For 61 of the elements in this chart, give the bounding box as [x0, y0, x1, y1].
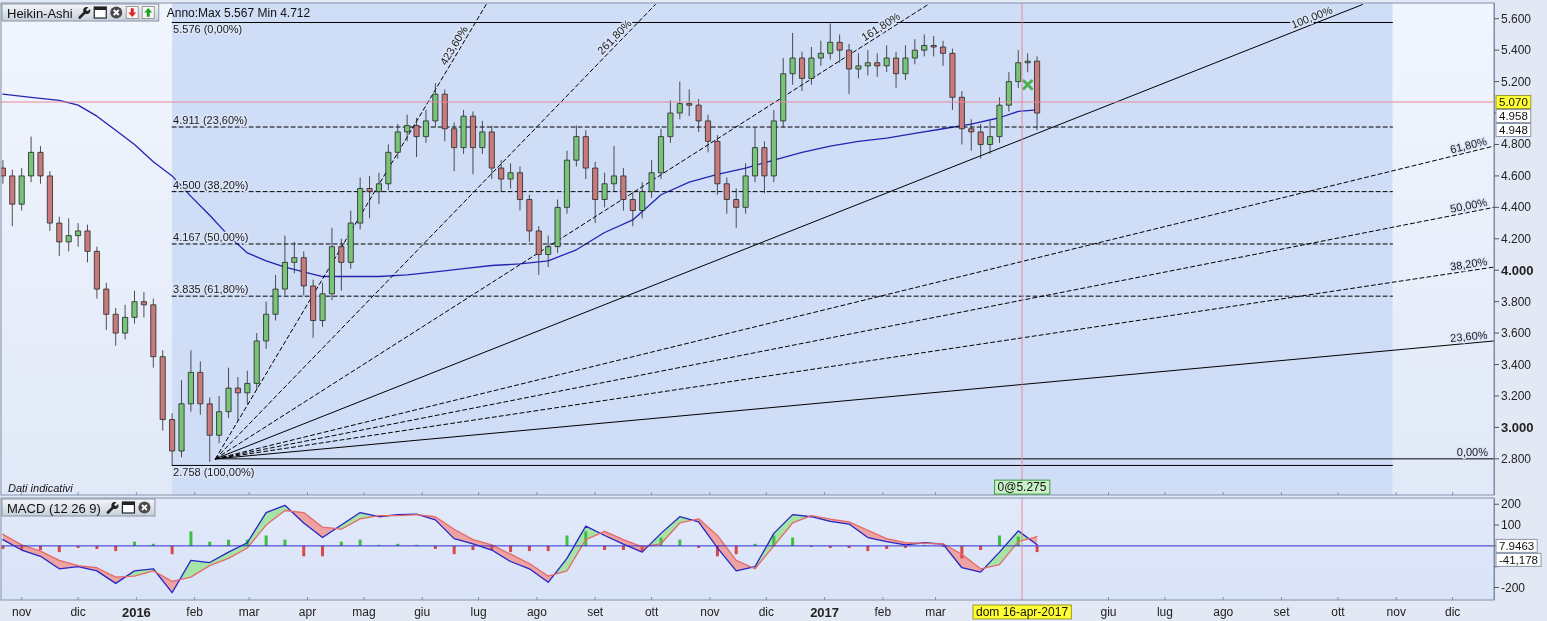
- x-tick-label: 2017: [810, 604, 840, 620]
- series-label: 4.911 (23,60%): [173, 114, 248, 127]
- x-tick-label: dic: [70, 605, 86, 619]
- x-tick-label: giu: [414, 605, 431, 619]
- series-label: 0,00%: [1456, 445, 1489, 458]
- text: 38,20%: [1449, 255, 1489, 273]
- x-tick-label: lug: [1156, 605, 1173, 619]
- x-tick-label: lug: [470, 605, 487, 619]
- x-tick-label: ago: [1213, 605, 1234, 619]
- x-tick-label: mar: [925, 605, 946, 619]
- ref-line-label: dom 16-apr-2017: [976, 605, 1069, 619]
- text: 23,60%: [1449, 328, 1489, 344]
- y-tick-label: 3.000: [1501, 419, 1534, 435]
- text: 4.948: [1499, 124, 1528, 137]
- x-tick-label: set: [1273, 605, 1291, 619]
- y-tick-label: 3.200: [1501, 388, 1532, 403]
- y-tick-label: 5.600: [1501, 11, 1532, 26]
- y-tick-label: -200: [1501, 580, 1526, 595]
- series-label: 3.835 (61,80%): [173, 283, 249, 296]
- text: 50,00%: [1448, 195, 1489, 215]
- annotation: Dati indicativi: [8, 482, 74, 494]
- x-tick-label: ott: [644, 605, 659, 619]
- y-tick-label: 3.400: [1501, 357, 1532, 372]
- chart-title: Heikin-Ashi: [7, 5, 73, 21]
- x-tick-label: set: [587, 605, 604, 619]
- y-tick-label: 4.400: [1501, 200, 1532, 215]
- y-tick-label: 4.200: [1501, 231, 1532, 246]
- y-tick-label: 5.200: [1501, 74, 1532, 89]
- x-tick-label: mar: [238, 605, 260, 619]
- x-tick-label: feb: [186, 605, 204, 619]
- x-tick-label: nov: [1386, 605, 1406, 619]
- series-label: 5.576 (0,00%): [173, 23, 243, 36]
- text: -41,178: [1499, 553, 1539, 566]
- text: 7.9463: [1499, 539, 1535, 552]
- x-tick-label: mag: [352, 605, 376, 619]
- x-tick-label: dic: [758, 605, 774, 619]
- annotation: Anno:Max 5.567 Min 4.712: [166, 6, 311, 20]
- x-tick-label: ago: [526, 605, 548, 619]
- x-tick-label: giu: [1100, 605, 1117, 619]
- y-tick-label: 4.600: [1501, 168, 1532, 183]
- x-tick-label: nov: [700, 605, 720, 619]
- y-tick-label: 4.000: [1501, 262, 1534, 278]
- y-tick-label: 5.400: [1501, 43, 1532, 58]
- y-tick-label: 3.600: [1501, 326, 1532, 341]
- chart-title: MACD (12 26 9): [7, 500, 101, 516]
- text: 61,80%: [1448, 134, 1489, 156]
- x-tick-label: apr: [298, 605, 317, 619]
- y-tick-label: 200: [1501, 497, 1522, 512]
- x-tick-label: nov: [12, 605, 32, 619]
- x-tick-label: 2016: [121, 604, 151, 620]
- y-tick-label: 4.800: [1501, 137, 1532, 152]
- y-tick-label: 2.800: [1501, 451, 1532, 466]
- ref-line-label: 5.070: [1499, 96, 1528, 109]
- y-tick-label: 3.800: [1501, 294, 1532, 309]
- annotation: 0@5.275: [997, 480, 1047, 495]
- y-tick-label: 100: [1501, 518, 1522, 533]
- x-tick-label: ott: [1331, 605, 1346, 619]
- x-tick-label: feb: [874, 605, 892, 619]
- text: 4.958: [1499, 110, 1528, 123]
- series-label: 2.758 (100,00%): [173, 466, 255, 479]
- x-tick-label: dic: [1444, 605, 1461, 619]
